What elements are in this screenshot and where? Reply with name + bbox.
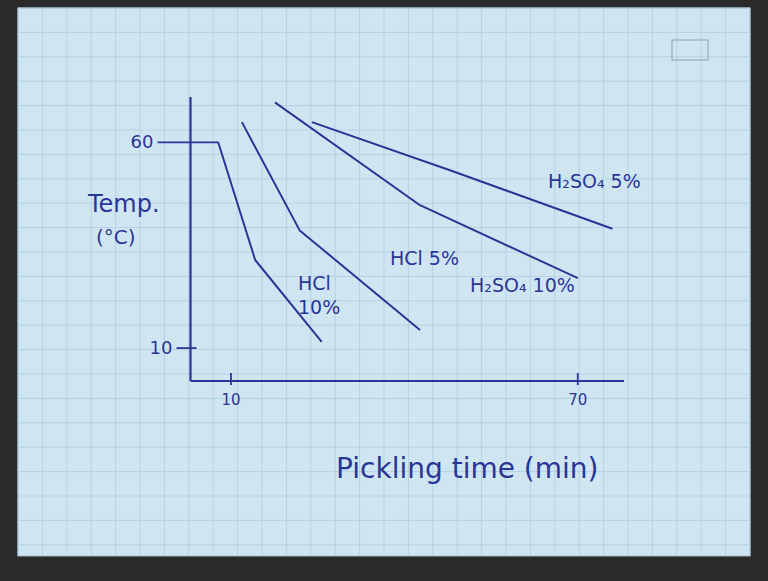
paper-line	[91, 8, 92, 556]
paper-line	[18, 276, 750, 277]
paper-line	[18, 325, 750, 326]
x-tick	[230, 373, 232, 385]
paper-line	[115, 8, 116, 556]
paper-line	[18, 81, 750, 82]
x-axis	[191, 380, 625, 382]
paper-line	[237, 8, 238, 556]
paper-line	[18, 374, 750, 375]
paper	[18, 8, 750, 556]
paper-line	[18, 349, 750, 350]
x-tick-label: 10	[221, 391, 240, 409]
series-line	[242, 122, 420, 330]
y-axis-title-line: (°C)	[96, 225, 136, 249]
series-label: HCl 5%	[390, 247, 459, 269]
y-axis-title-line: Temp.	[87, 190, 160, 218]
paper-line	[286, 8, 287, 556]
paper-line	[18, 496, 750, 497]
y-tick	[158, 141, 219, 143]
paper-line	[750, 8, 751, 556]
series-label: H₂SO₄ 5%	[548, 170, 641, 192]
paper-line	[701, 8, 702, 556]
series-label: HCl10%	[298, 272, 340, 318]
y-tick	[177, 347, 197, 349]
x-axis-title: Pickling time (min)	[336, 452, 598, 485]
paper-line	[18, 544, 750, 545]
paper-line	[42, 8, 43, 556]
paper-line	[18, 422, 750, 423]
paper-line	[18, 8, 19, 556]
paper-grid	[18, 8, 750, 556]
y-axis	[189, 97, 191, 381]
paper-line	[262, 8, 263, 556]
paper-line	[18, 105, 750, 106]
paper-line	[725, 8, 726, 556]
paper-line	[18, 447, 750, 448]
paper-line	[18, 130, 750, 131]
paper-line	[66, 8, 67, 556]
series-label-line: 10%	[298, 296, 340, 318]
y-tick-label: 10	[150, 337, 173, 358]
paper-line	[18, 398, 750, 399]
series-line	[275, 102, 578, 278]
stamp-box	[672, 40, 708, 60]
paper-line	[18, 56, 750, 57]
paper-line	[18, 8, 750, 9]
paper-line	[603, 8, 604, 556]
paper-line	[213, 8, 214, 556]
paper-line	[18, 154, 750, 155]
paper-line	[18, 520, 750, 521]
paper-line	[18, 252, 750, 253]
paper-line	[18, 32, 750, 33]
paper-line	[140, 8, 141, 556]
series-group	[218, 102, 612, 342]
series-label-line: HCl	[298, 272, 331, 294]
paper-line	[628, 8, 629, 556]
paper-line	[188, 8, 189, 556]
paper-line	[164, 8, 165, 556]
paper-line	[652, 8, 653, 556]
y-axis-title: Temp. (°C)	[87, 190, 160, 249]
y-tick-label: 60	[131, 131, 154, 152]
x-tick-label: 70	[568, 391, 587, 409]
chart-root: 10 60 10 70 HCl10% HCl 5% H₂SO₄ 10% H₂SO₄ 5% Tem…	[0, 0, 768, 581]
series-label: H₂SO₄ 10%	[470, 274, 575, 296]
x-tick	[577, 373, 579, 385]
paper-line	[676, 8, 677, 556]
